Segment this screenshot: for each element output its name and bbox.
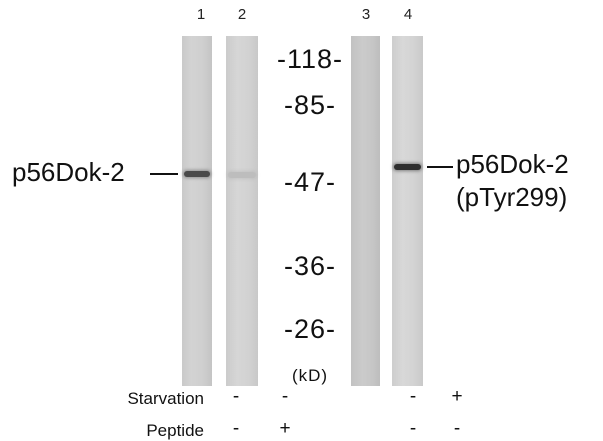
- band-label-right-line2: (pTyr299): [456, 182, 568, 212]
- blot-band-lane-4: [394, 164, 421, 170]
- starvation-lane-1: -: [232, 386, 240, 407]
- marker-36: -36-: [283, 251, 336, 281]
- marker-26: -26-: [283, 314, 336, 344]
- blot-lane-4: [392, 36, 423, 386]
- band-pointer-right: [427, 166, 453, 168]
- lane-number-3: 3: [361, 6, 371, 23]
- starvation-lane-4: +: [451, 386, 463, 407]
- lane-number-2: 2: [237, 6, 247, 23]
- starvation-lane-3: -: [409, 386, 417, 407]
- lane-number-1: 1: [196, 6, 206, 23]
- marker-118: -118-: [276, 44, 344, 74]
- starvation-lane-2: -: [281, 386, 289, 407]
- peptide-lane-1: -: [232, 418, 240, 439]
- blot-band-lane-1: [184, 171, 210, 177]
- blot-lane-2: [226, 36, 258, 386]
- peptide-label: Peptide: [146, 421, 204, 440]
- blot-lane-1: [182, 36, 212, 386]
- lane-number-4: 4: [403, 6, 413, 23]
- band-pointer-left: [150, 173, 178, 175]
- blot-lane-3: [351, 36, 380, 386]
- marker-unit: (kD): [291, 366, 329, 385]
- peptide-lane-3: -: [409, 418, 417, 439]
- band-label-left: p56Dok-2: [12, 157, 125, 187]
- peptide-lane-4: -: [453, 418, 461, 439]
- starvation-label: Starvation: [127, 389, 204, 408]
- marker-47: -47-: [283, 167, 336, 197]
- band-label-right-line1: p56Dok-2: [456, 149, 569, 179]
- blot-band-lane-2: [228, 172, 256, 178]
- peptide-lane-2: +: [279, 418, 291, 439]
- marker-85: -85-: [283, 90, 336, 120]
